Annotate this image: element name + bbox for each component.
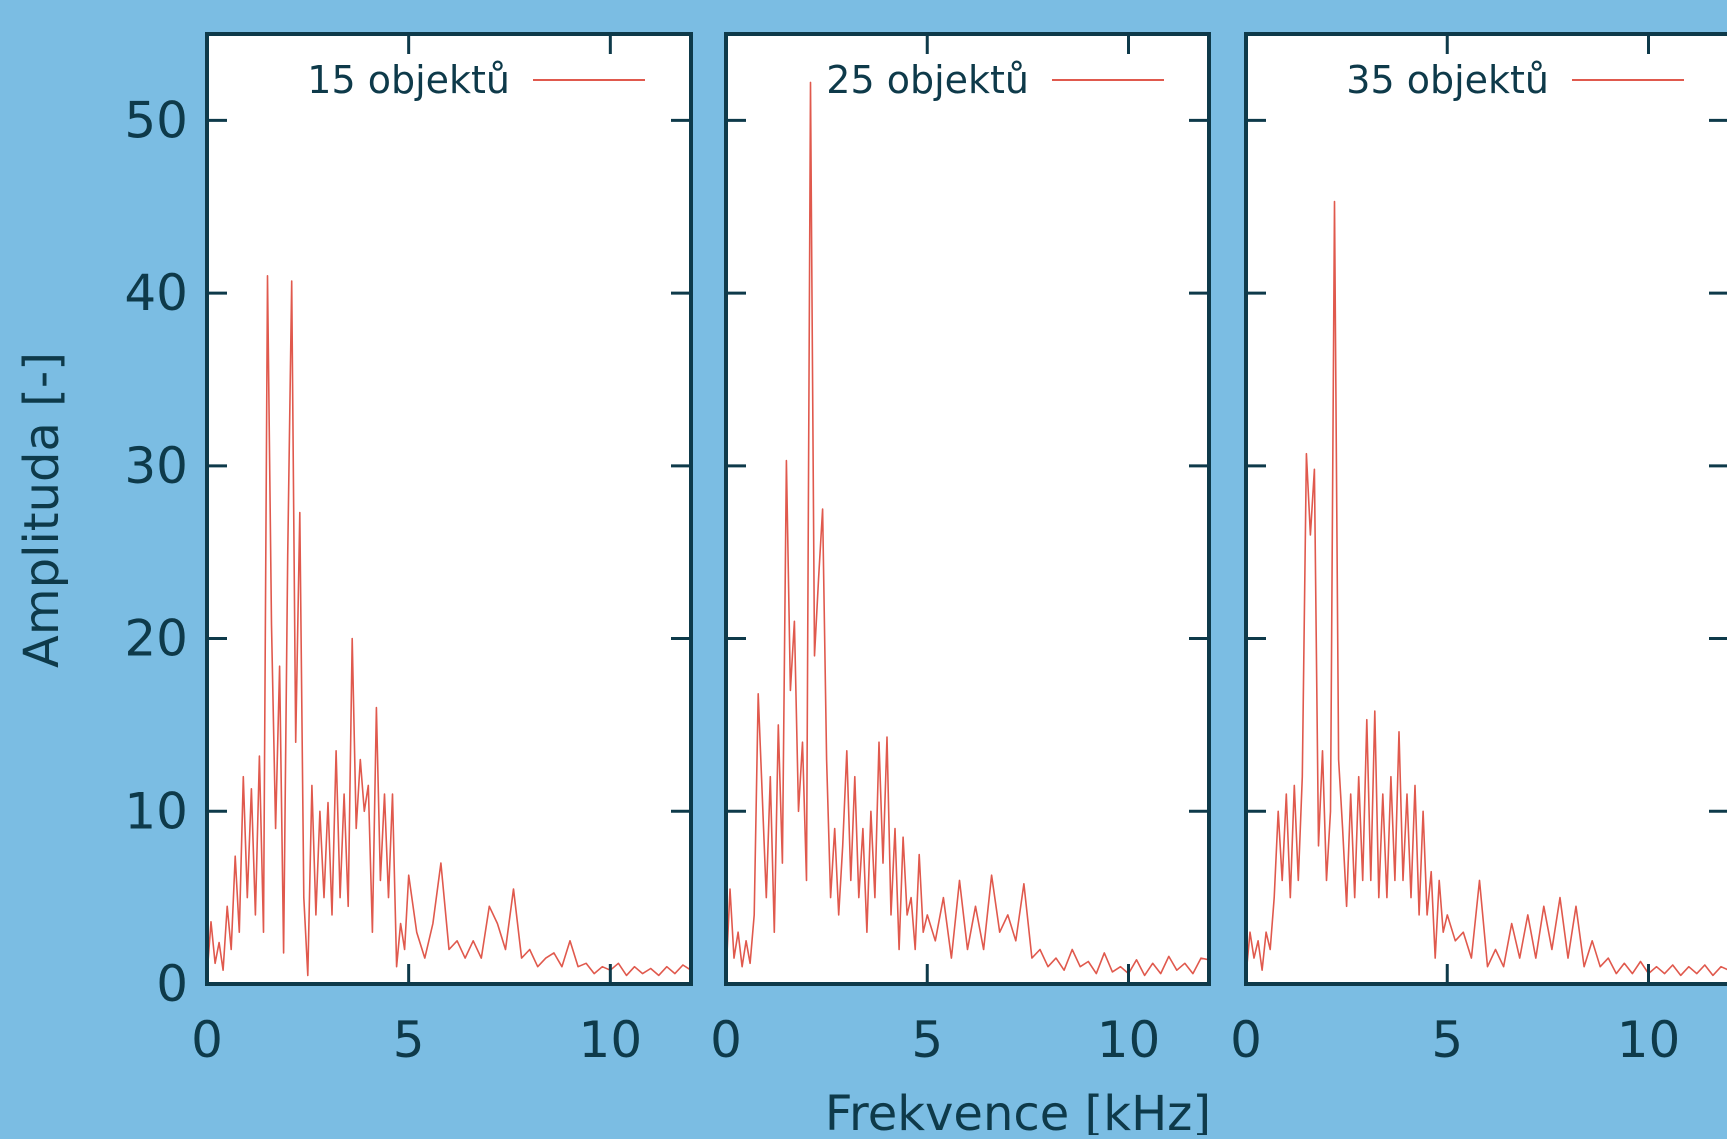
plot-frame [1244,32,1727,986]
y-axis-title: Amplituda [-] [14,352,70,668]
x-axis-title: Frekvence [kHz] [825,1086,1211,1135]
plot-area [207,34,691,984]
x-tick-label: 5 [1431,1011,1463,1069]
x-tick-label: 5 [393,1011,425,1069]
plot-frame [724,32,1211,986]
legend-label: 15 objektů [307,58,510,102]
panel-2: 25 objektů [724,32,1211,986]
x-tick-label: 10 [1617,1011,1681,1069]
x-tick-label: 10 [1097,1011,1161,1069]
plot-frame [205,32,693,986]
legend-label: 35 objektů [1346,58,1549,102]
legend-label: 25 objektů [826,58,1029,102]
y-tick-label: 0 [156,955,188,1013]
x-tick-label: 0 [191,1011,223,1069]
plot-area [1246,34,1727,984]
x-tick-label: 5 [911,1011,943,1069]
y-tick-label: 20 [124,610,188,668]
y-tick-label: 40 [124,264,188,322]
y-tick-label: 30 [124,437,188,495]
y-tick-label: 10 [124,782,188,840]
panel-1: 15 objektů [205,32,693,986]
panel-3: 35 objektů [1244,32,1727,986]
y-tick-label: 50 [124,91,188,149]
series-line [1245,200,1727,977]
plot-area [726,34,1209,984]
x-tick-label: 0 [1230,1011,1262,1069]
series-line [725,81,1210,977]
series-line [206,274,692,977]
x-tick-label: 0 [710,1011,742,1069]
x-tick-label: 10 [579,1011,643,1069]
